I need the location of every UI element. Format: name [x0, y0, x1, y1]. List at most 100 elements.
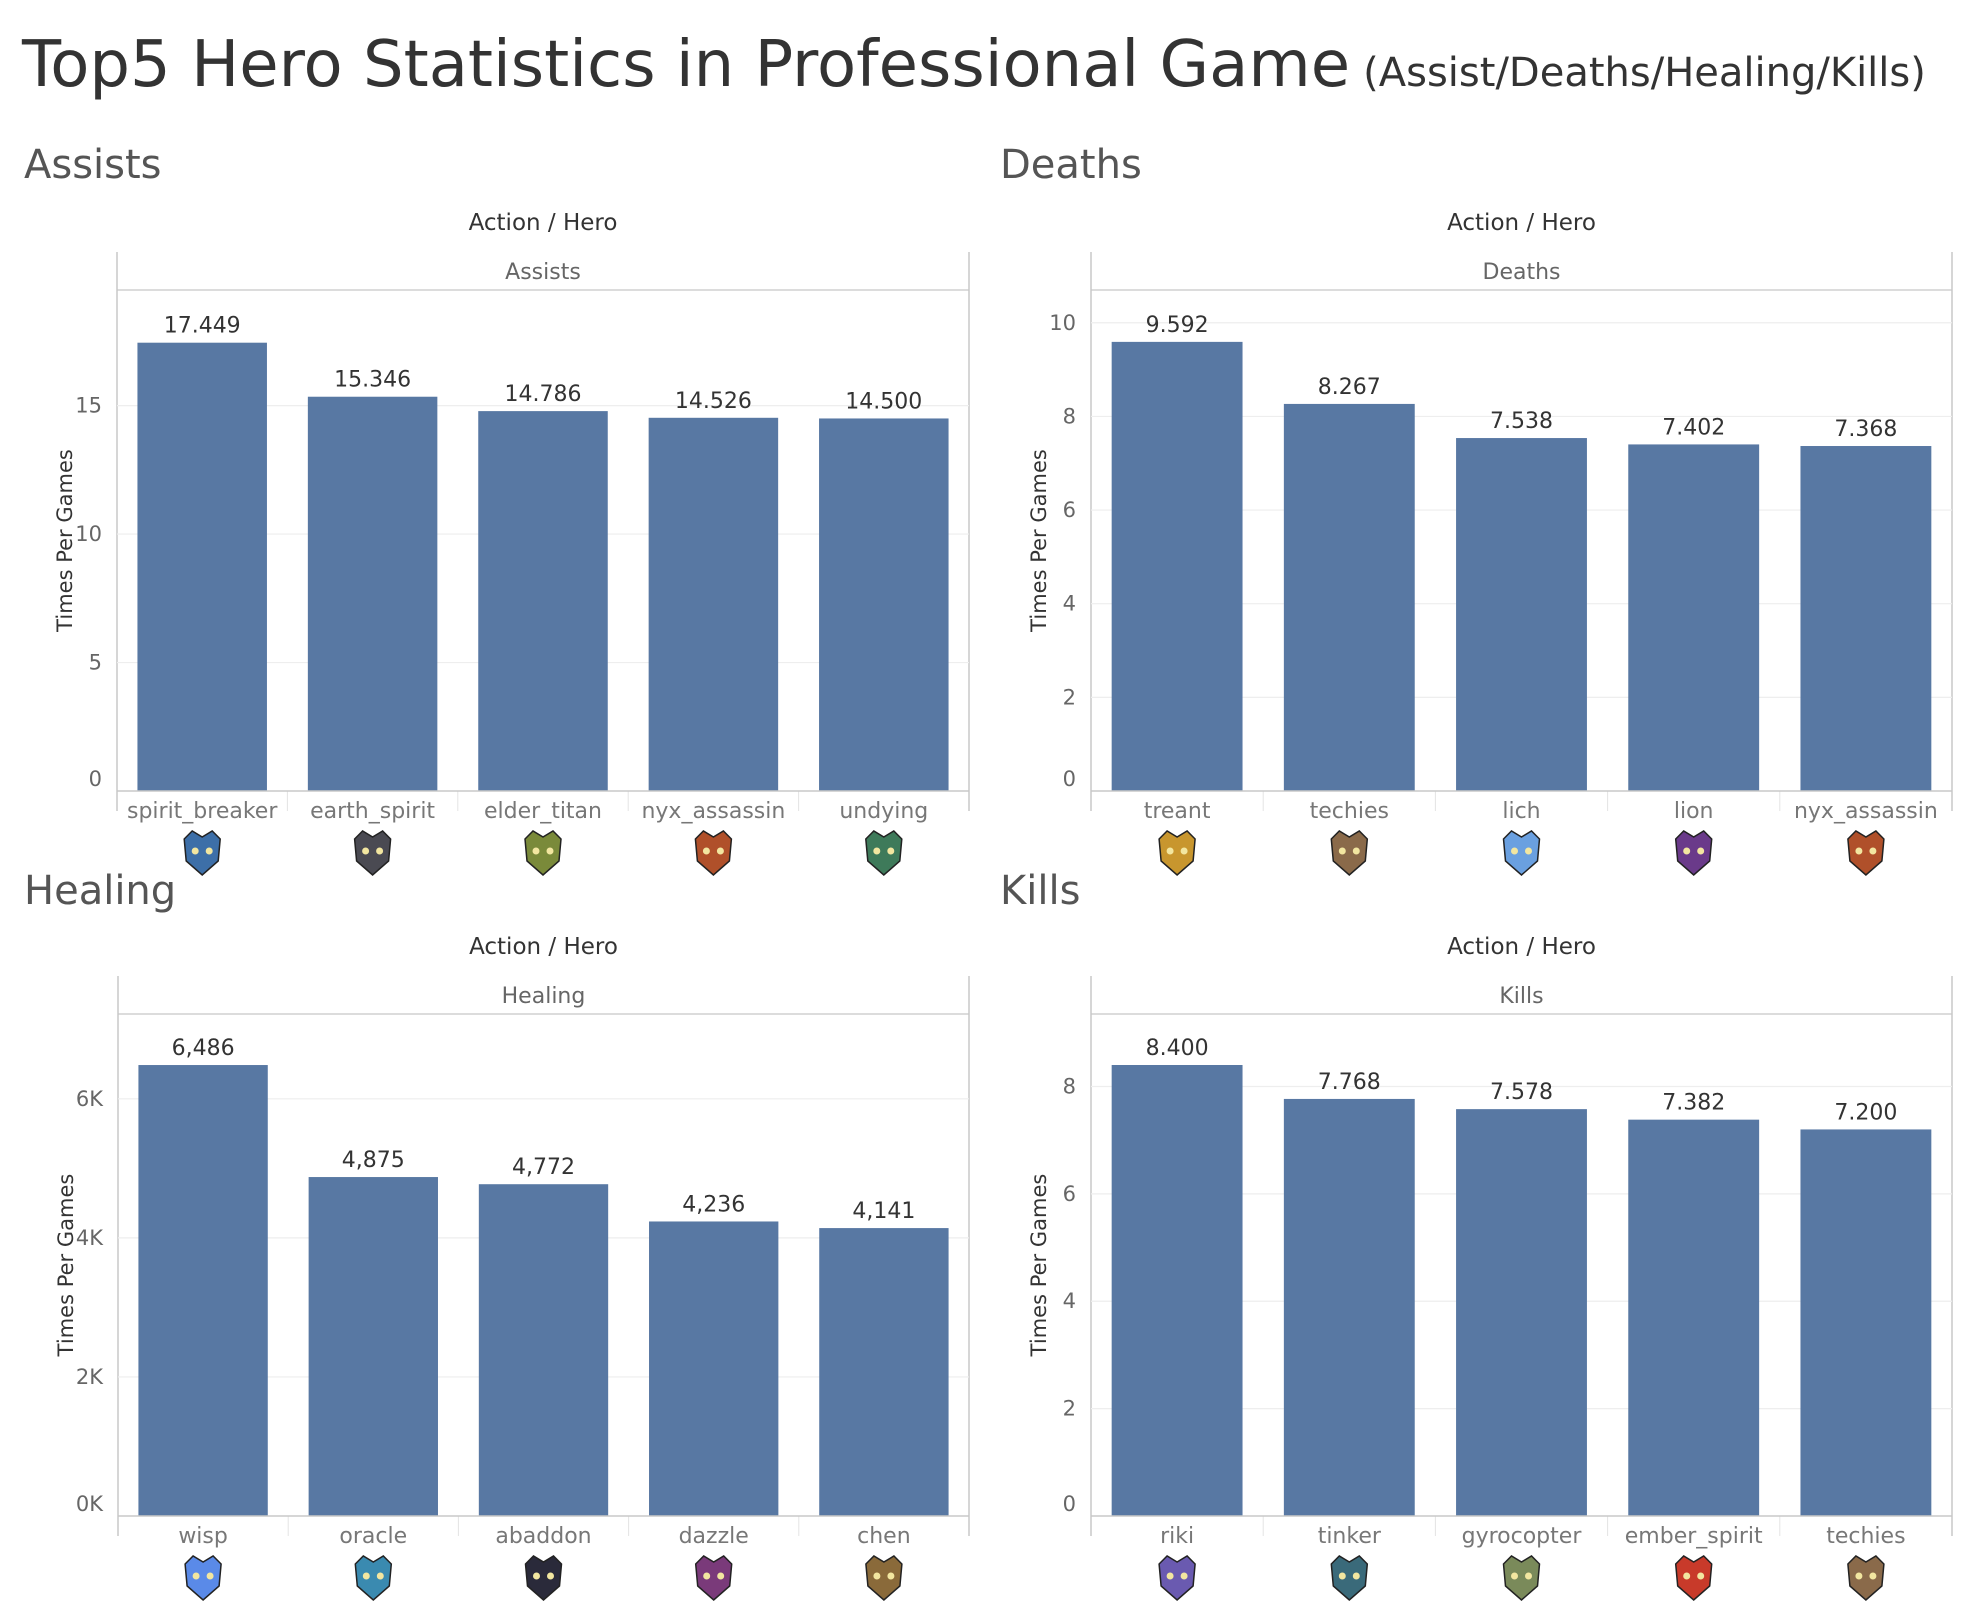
techies-icon [1847, 1555, 1885, 1601]
deaths-chart: Action / Hero Deaths 0 2 4 6 8 10 Times Per Game… [1027, 210, 1953, 876]
y-tick-label: 0K [76, 1492, 104, 1516]
icon-head [524, 830, 562, 876]
tinker-icon [1330, 1555, 1369, 1601]
bar-value-label: 7.200 [1834, 1100, 1897, 1125]
category-label: ember_spirit [1625, 1524, 1763, 1549]
y-tick-label: 5 [89, 651, 102, 675]
icon-head [1158, 830, 1196, 876]
bar-value-label: 9.592 [1146, 313, 1209, 338]
icon-head [1847, 1555, 1885, 1601]
y-tick-label: 2 [1063, 1397, 1076, 1421]
icon-eye [191, 847, 199, 855]
icon-eye [1166, 1572, 1174, 1580]
bar [819, 418, 949, 791]
bar-value-label: 8.267 [1318, 375, 1381, 400]
healing-panel: Healing Action / Hero Healing 0K 2K 4K 6K Time… [24, 868, 994, 1603]
y-tick-label: 6 [1063, 1182, 1076, 1206]
icon-eye [1180, 847, 1188, 855]
bar [1800, 446, 1932, 791]
y-tick-label: 6 [1063, 498, 1076, 522]
bar-value-label: 7.578 [1490, 1080, 1553, 1105]
icon-eye [702, 847, 710, 855]
assists-chart: Action / Hero Assists 0 5 10 15 Times Per Game… [53, 210, 970, 876]
category-label: riki [1160, 1524, 1194, 1549]
icon-eye [1855, 1572, 1863, 1580]
bar [819, 1228, 949, 1516]
icon-eye [887, 847, 895, 855]
icon-head [353, 830, 392, 876]
icon-eye [1338, 1572, 1346, 1580]
icon-eye [1352, 847, 1360, 855]
spirit-breaker-icon [183, 830, 221, 876]
gyrocopter-icon [1502, 1555, 1541, 1601]
bar [478, 1184, 609, 1516]
y-tick-label: 8 [1063, 1074, 1076, 1098]
icon-eye [873, 847, 881, 855]
kills-panel: Kills Action / Hero Kills 0 2 4 6 8 Times Per G… [1000, 868, 1974, 1603]
y-tick-label: 10 [75, 522, 102, 546]
icon-head [1847, 830, 1885, 876]
icon-head [694, 830, 733, 876]
elder-titan-icon [524, 830, 562, 876]
icon-head [1330, 1555, 1369, 1601]
bar-value-label: 4,875 [342, 1148, 405, 1173]
y-tick-label: 6K [76, 1087, 104, 1111]
chen-icon [865, 1555, 903, 1601]
icon-eye [1166, 847, 1174, 855]
y-tick-label: 4K [76, 1226, 104, 1250]
bar-value-label: 15.346 [334, 368, 411, 393]
nyx-assassin-icon [1847, 830, 1885, 876]
icon-head [865, 830, 903, 876]
icon-eye [1683, 847, 1691, 855]
icon-head [183, 830, 221, 876]
bar-value-label: 14.500 [845, 389, 922, 414]
y-axis-label: Times Per Games [53, 449, 77, 633]
earth-spirit-icon [353, 830, 392, 876]
icon-eye [547, 1572, 554, 1580]
bar [1283, 1098, 1415, 1516]
bar [308, 1177, 438, 1516]
icon-head [1330, 830, 1369, 876]
category-label: abaddon [495, 1524, 591, 1549]
icon-eye [1338, 847, 1346, 855]
bar-value-label: 7.402 [1662, 415, 1725, 440]
icon-eye [376, 847, 384, 855]
category-label: earth_spirit [310, 799, 435, 824]
bar [1456, 1109, 1587, 1516]
icon-eye [703, 1572, 711, 1580]
nyx-assassin-icon [694, 830, 733, 876]
assists-panel: Assists Action / Hero Assists 0 5 10 15 Times … [24, 142, 994, 877]
bar [1111, 341, 1243, 791]
icon-eye [205, 847, 213, 855]
y-tick-label: 0 [1063, 1492, 1076, 1516]
bar [1283, 403, 1415, 791]
bar [478, 411, 608, 791]
icon-eye [1525, 847, 1532, 855]
header-label: Action / Hero [469, 210, 618, 236]
bar-value-label: 8.400 [1146, 1036, 1209, 1061]
category-label: dazzle [679, 1524, 749, 1549]
lich-icon [1502, 830, 1541, 876]
y-tick-label: 4 [1063, 1289, 1076, 1313]
bar-value-label: 4,236 [682, 1192, 745, 1217]
kills-chart: Action / Hero Kills 0 2 4 6 8 Times Per Games 8.… [1027, 934, 1953, 1601]
icon-eye [1697, 847, 1705, 855]
kills-panel-title: Kills [1000, 868, 1081, 914]
dazzle-icon [694, 1555, 733, 1601]
y-tick-label: 2 [1063, 685, 1076, 709]
icon-eye [1180, 1572, 1188, 1580]
category-label: techies [1310, 799, 1389, 824]
icon-eye [376, 1572, 384, 1580]
bar-value-label: 4,772 [512, 1155, 575, 1180]
y-tick-label: 0 [1063, 767, 1076, 791]
category-label: tinker [1318, 1524, 1382, 1549]
icon-head [694, 1555, 733, 1601]
icon-eye [362, 1572, 370, 1580]
treant-icon [1158, 830, 1196, 876]
category-label: undying [839, 799, 928, 824]
category-label: nyx_assassin [1794, 799, 1938, 824]
icon-head [524, 1555, 563, 1601]
y-axis-label: Times Per Games [54, 1174, 78, 1358]
icon-eye [1352, 1572, 1360, 1580]
icon-eye [546, 847, 554, 855]
